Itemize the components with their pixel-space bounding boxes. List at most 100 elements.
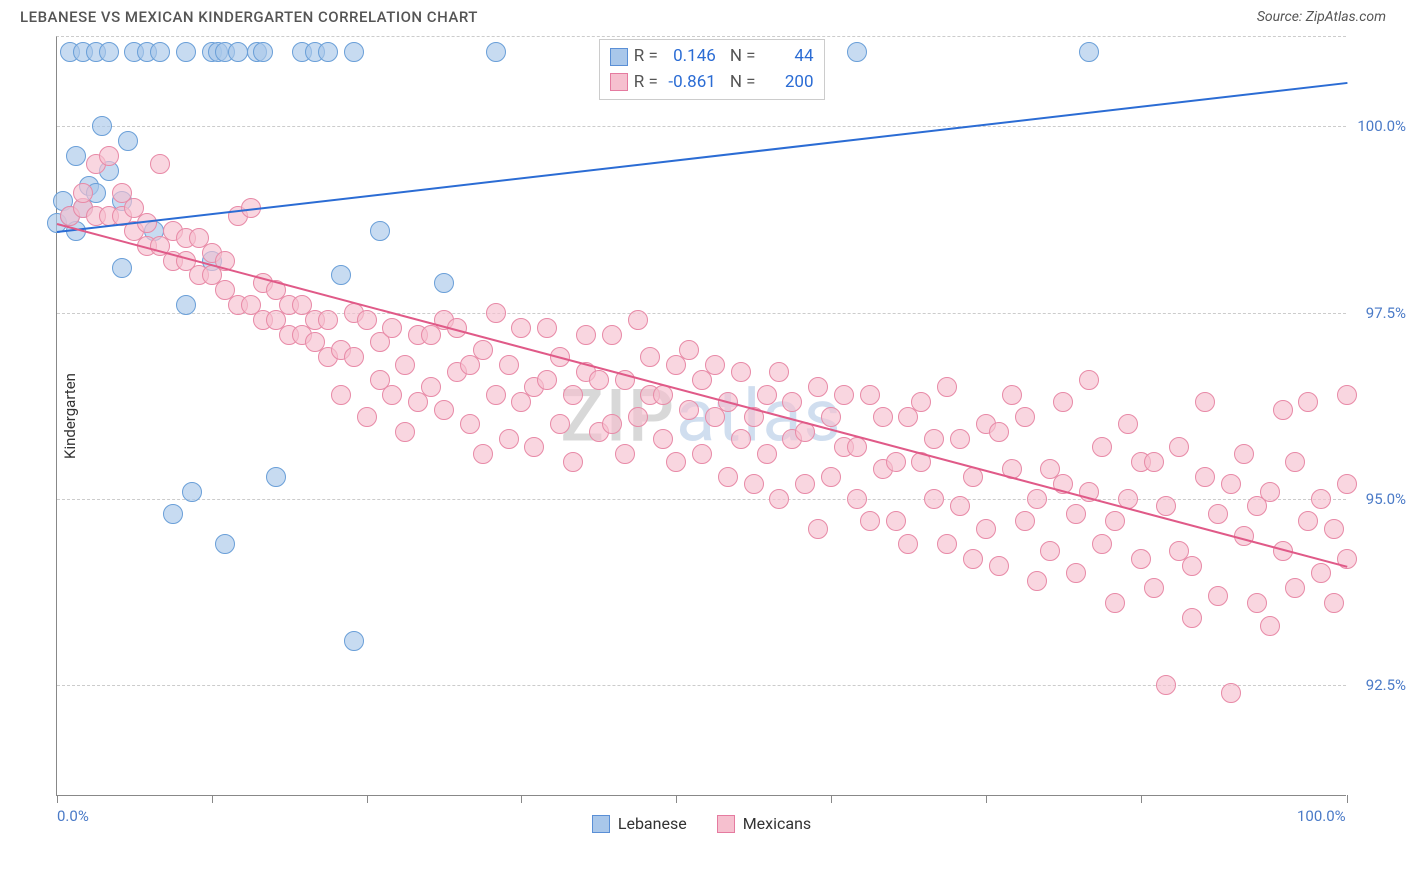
scatter-point — [769, 362, 789, 382]
scatter-point — [615, 444, 635, 464]
scatter-point — [112, 258, 132, 278]
scatter-point — [757, 385, 777, 405]
scatter-point — [524, 437, 544, 457]
scatter-point — [679, 400, 699, 420]
scatter-point — [1169, 437, 1189, 457]
scatter-point — [344, 42, 364, 62]
scatter-point — [1337, 474, 1357, 494]
chart-header: LEBANESE VS MEXICAN KINDERGARTEN CORRELA… — [0, 0, 1406, 32]
scatter-point — [757, 444, 777, 464]
legend-n-label: N = — [730, 70, 756, 96]
scatter-point — [1066, 563, 1086, 583]
scatter-point — [421, 377, 441, 397]
scatter-point — [434, 273, 454, 293]
scatter-point — [486, 385, 506, 405]
scatter-point — [1260, 616, 1280, 636]
scatter-point — [563, 385, 583, 405]
scatter-point — [163, 504, 183, 524]
scatter-point — [1131, 549, 1151, 569]
scatter-point — [99, 146, 119, 166]
plot-area: ZIPatlas Kindergarten 92.5%95.0%97.5%100… — [56, 36, 1346, 796]
scatter-point — [898, 534, 918, 554]
scatter-point — [1015, 511, 1035, 531]
scatter-point — [769, 489, 789, 509]
legend-item: Lebanese — [592, 814, 687, 833]
chart-container: ZIPatlas Kindergarten 92.5%95.0%97.5%100… — [20, 36, 1386, 796]
scatter-point — [808, 519, 828, 539]
legend-n-value: 44 — [762, 44, 814, 70]
scatter-point — [1105, 511, 1125, 531]
scatter-point — [563, 452, 583, 472]
trend-line — [57, 82, 1347, 233]
scatter-point — [228, 42, 248, 62]
scatter-point — [873, 407, 893, 427]
ytick-label: 92.5% — [1366, 676, 1406, 694]
scatter-point — [370, 221, 390, 241]
scatter-point — [99, 42, 119, 62]
scatter-point — [1079, 42, 1099, 62]
scatter-point — [911, 392, 931, 412]
scatter-point — [215, 534, 235, 554]
ytick-label: 100.0% — [1357, 117, 1406, 135]
scatter-point — [1144, 578, 1164, 598]
scatter-point — [1182, 556, 1202, 576]
scatter-point — [821, 467, 841, 487]
legend-swatch — [592, 815, 610, 833]
xtick — [57, 795, 58, 803]
legend-label: Mexicans — [743, 814, 811, 833]
scatter-point — [1066, 504, 1086, 524]
scatter-point — [1298, 511, 1318, 531]
scatter-point — [924, 429, 944, 449]
scatter-point — [331, 265, 351, 285]
scatter-point — [1285, 452, 1305, 472]
gridline — [57, 499, 1346, 500]
scatter-point — [731, 362, 751, 382]
scatter-point — [1221, 474, 1241, 494]
scatter-point — [176, 295, 196, 315]
scatter-point — [1182, 608, 1202, 628]
scatter-point — [589, 370, 609, 390]
legend-n-label: N = — [730, 44, 756, 70]
gridline — [57, 126, 1346, 127]
xtick — [212, 795, 213, 803]
legend-r-label: R = — [634, 44, 658, 70]
scatter-point — [640, 347, 660, 367]
scatter-point — [318, 310, 338, 330]
scatter-point — [1027, 571, 1047, 591]
scatter-point — [834, 385, 854, 405]
scatter-point — [1156, 496, 1176, 516]
scatter-point — [860, 511, 880, 531]
scatter-point — [486, 303, 506, 323]
scatter-point — [176, 42, 196, 62]
scatter-point — [1156, 675, 1176, 695]
scatter-point — [382, 318, 402, 338]
ytick-label: 97.5% — [1366, 304, 1406, 322]
legend-r-value: 0.146 — [664, 44, 716, 70]
legend-r-value: -0.861 — [664, 70, 716, 96]
scatter-point — [1118, 414, 1138, 434]
legend-swatch — [610, 48, 628, 66]
scatter-point — [1195, 467, 1215, 487]
trend-line — [57, 223, 1348, 568]
scatter-point — [1273, 400, 1293, 420]
legend-row: R =0.146 N =44 — [610, 44, 814, 70]
scatter-point — [150, 154, 170, 174]
scatter-point — [537, 318, 557, 338]
scatter-point — [653, 429, 673, 449]
gridline — [57, 685, 1346, 686]
scatter-point — [511, 318, 531, 338]
scatter-point — [1208, 504, 1228, 524]
scatter-point — [473, 444, 493, 464]
scatter-point — [924, 489, 944, 509]
scatter-point — [182, 482, 202, 502]
scatter-point — [1324, 519, 1344, 539]
scatter-point — [1311, 563, 1331, 583]
scatter-point — [92, 116, 112, 136]
scatter-point — [1105, 593, 1125, 613]
xtick — [676, 795, 677, 803]
scatter-point — [550, 414, 570, 434]
scatter-point — [782, 392, 802, 412]
scatter-point — [1285, 578, 1305, 598]
scatter-point — [357, 310, 377, 330]
scatter-point — [692, 444, 712, 464]
